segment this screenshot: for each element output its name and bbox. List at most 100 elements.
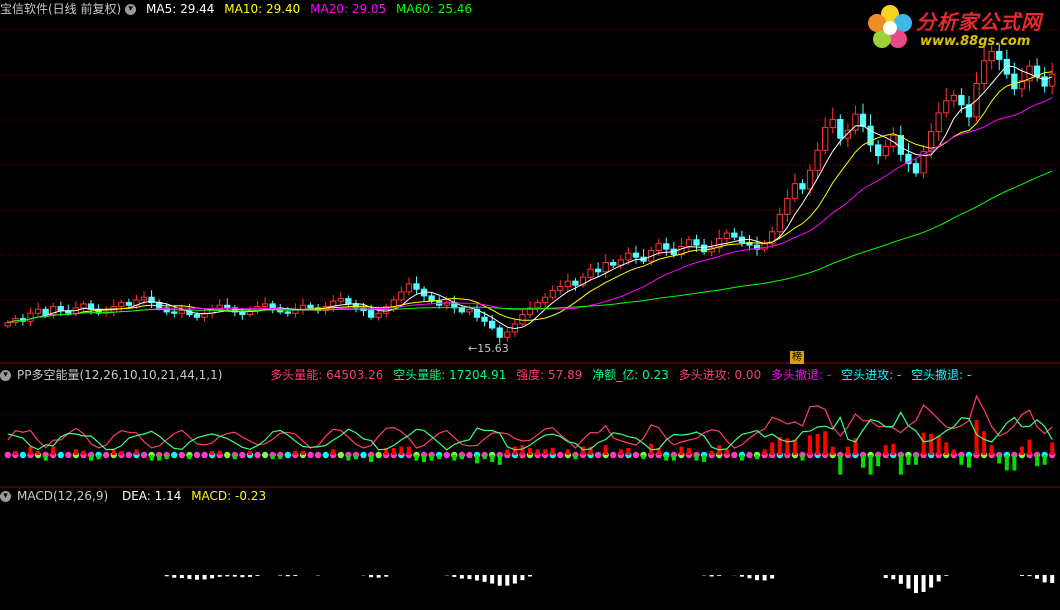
- pp-long-bar: [679, 446, 684, 455]
- pp-long-bar: [891, 443, 896, 455]
- pp-long-bar: [785, 438, 790, 455]
- candle-body: [890, 135, 897, 147]
- macd-bar: [293, 575, 298, 576]
- pp-short-bar: [429, 455, 434, 461]
- candle-body: [458, 307, 466, 313]
- pp-long-bar: [792, 439, 797, 455]
- pp-long-bar: [845, 446, 850, 455]
- candle-body: [473, 308, 481, 318]
- candle-body: [269, 303, 276, 309]
- candle-body: [920, 151, 927, 174]
- candle-body: [791, 183, 799, 199]
- pp-short-bar: [997, 455, 1002, 464]
- pp-dot: [239, 451, 246, 459]
- macd-bar: [929, 575, 934, 588]
- pp-long-bar: [974, 420, 979, 455]
- stock-title: 宝信软件(日线 前复权): [0, 2, 122, 16]
- pp-short-bar: [96, 455, 101, 460]
- pp-short-bar: [43, 455, 48, 461]
- pp-item-short-retreat: 空头撤退: -: [911, 368, 972, 382]
- pp-long-bar: [815, 434, 820, 455]
- pp-dot: [443, 451, 450, 459]
- pp-short-bar: [353, 455, 358, 460]
- candle-body: [852, 113, 859, 131]
- logo-name: 分析家公式网: [916, 10, 1042, 34]
- candle-body: [4, 322, 11, 327]
- pp-long-bar: [618, 449, 623, 455]
- chevron-down-icon[interactable]: ▾: [125, 4, 137, 15]
- pp-long-bar: [331, 449, 336, 455]
- candle-body: [935, 112, 942, 133]
- candle-body: [261, 303, 269, 308]
- candle-body: [980, 60, 988, 84]
- pp-long-bar: [512, 446, 517, 455]
- pp-short-bar: [1035, 455, 1040, 467]
- pp-long-bar: [686, 448, 691, 455]
- candle-body: [239, 311, 246, 316]
- candle-body: [882, 145, 889, 157]
- pp-dot: [178, 451, 186, 459]
- pp-short-bar: [641, 455, 646, 460]
- pp-dot: [140, 451, 148, 459]
- candle-body: [1018, 80, 1026, 90]
- macd-bar: [278, 575, 283, 576]
- candle-body: [140, 296, 148, 301]
- rank-badge[interactable]: 榜: [790, 351, 804, 364]
- pp-short-bar: [497, 455, 502, 465]
- pp-item-short-energy: 空头量能: 17204.91: [393, 368, 507, 382]
- macd-bar: [1042, 575, 1047, 583]
- pp-dot: [4, 451, 11, 459]
- candle-body: [632, 252, 640, 258]
- candle-body: [905, 153, 912, 165]
- candle-body: [193, 314, 201, 318]
- pp-long-bar: [134, 449, 139, 455]
- candle-body: [375, 312, 382, 318]
- pp-long-bar: [823, 431, 828, 455]
- candle-body: [594, 268, 602, 273]
- macd-bar: [505, 575, 510, 586]
- candle-body: [753, 244, 761, 250]
- pp-dot: [19, 451, 27, 459]
- candle-body: [874, 144, 882, 157]
- ma20-line: [7, 97, 1053, 324]
- candle-body: [587, 268, 594, 278]
- macd-bar: [739, 575, 744, 577]
- candle-body: [534, 302, 541, 309]
- macd-legend: ▾ MACD(12,26,9) DEA: 1.14 MACD: -0.23: [0, 487, 272, 505]
- candle-body: [216, 304, 223, 310]
- pp-dot: [466, 451, 473, 459]
- candle-body: [617, 259, 624, 266]
- pp-short-bar: [739, 455, 744, 461]
- pp-short-bar: [573, 455, 578, 460]
- macd-bar: [770, 575, 775, 579]
- macd-bar: [762, 575, 767, 581]
- macd-bar: [755, 575, 760, 581]
- candle-body: [685, 239, 693, 247]
- macd-bar: [921, 575, 926, 592]
- macd-bar: [906, 575, 911, 589]
- pp-legend: ▾ PP多空能量(12,26,10,10,21,44,1,1) 多头量能: 645…: [0, 366, 977, 384]
- candle-body: [405, 283, 413, 293]
- candle-body: [27, 312, 34, 322]
- candle-body: [526, 307, 534, 316]
- pp-dot: [337, 451, 344, 459]
- pp-long-bar: [936, 435, 941, 455]
- pp-long-bar: [406, 446, 411, 455]
- pp-dot: [102, 451, 110, 459]
- macd-bar: [232, 575, 237, 577]
- pp-short-bar: [270, 455, 275, 460]
- candle-body: [958, 94, 965, 106]
- chevron-down-icon[interactable]: ▾: [0, 491, 11, 502]
- pp-item-short-attack: 空头进攻: -: [841, 368, 902, 382]
- chevron-down-icon[interactable]: ▾: [0, 370, 11, 381]
- macd-bar: [247, 575, 252, 577]
- pp-long-bar: [535, 449, 540, 455]
- pp-dot: [57, 451, 64, 459]
- pp-long-bar: [626, 448, 631, 455]
- pp-long-bar: [28, 446, 33, 455]
- pp-item-long-energy: 多头量能: 64503.26: [270, 368, 384, 382]
- pp-dot: [125, 451, 133, 459]
- pp-long-bar: [929, 434, 934, 455]
- macd-bar: [717, 575, 722, 576]
- candle-body: [844, 129, 852, 139]
